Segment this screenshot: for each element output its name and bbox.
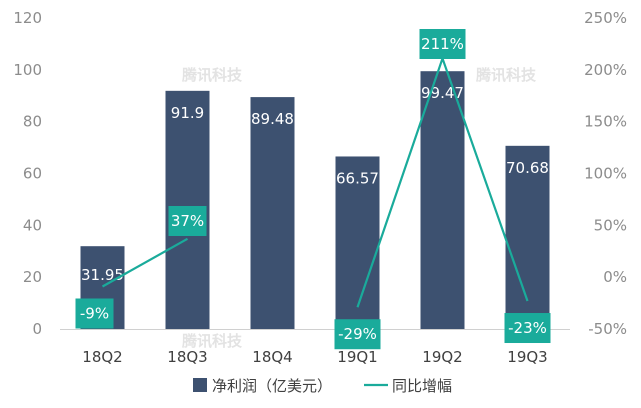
legend-line-label: 同比增幅: [392, 377, 452, 395]
x-tick-label: 18Q2: [82, 348, 122, 366]
bar-value-label: 31.95: [81, 266, 124, 284]
growth-value-label: -29%: [338, 325, 377, 343]
legend-bar-label: 净利润（亿美元）: [212, 377, 332, 395]
bar-value-label: 89.48: [251, 110, 294, 128]
y-left-tick-label: 100: [13, 61, 42, 79]
growth-label-box: [334, 319, 381, 350]
bar-value-label: 66.57: [336, 169, 379, 187]
x-tick-label: 19Q2: [422, 348, 462, 366]
y-left-tick-label: 120: [13, 9, 42, 27]
y-right-tick-label: 50%: [594, 216, 627, 234]
x-tick-label: 18Q3: [167, 348, 207, 366]
bar-value-label: 91.9: [171, 104, 204, 122]
y-right-tick-label: 100%: [584, 165, 627, 183]
growth-value-label: -9%: [80, 304, 109, 322]
x-tick-label: 18Q4: [252, 348, 292, 366]
growth-value-label: 211%: [421, 35, 464, 53]
bar-value-label: 70.68: [506, 159, 549, 177]
y-left-tick-label: 60: [23, 165, 42, 183]
growth-label-box: [168, 206, 207, 236]
growth-label-box: [419, 29, 466, 59]
growth-line: [101, 237, 189, 288]
y-right-tick-label: 200%: [584, 61, 627, 79]
y-left-tick-label: 20: [23, 268, 42, 286]
growth-value-label: 37%: [171, 212, 204, 230]
y-right-tick-label: 250%: [584, 9, 627, 27]
growth-label-box: [75, 298, 114, 329]
watermark-text: 腾讯科技: [181, 66, 243, 84]
watermark-text: 腾讯科技: [475, 66, 537, 84]
x-tick-label: 19Q3: [507, 348, 547, 366]
y-right-tick-label: -50%: [588, 320, 627, 338]
legend-bar-swatch: [193, 378, 207, 392]
growth-value-label: -23%: [508, 319, 547, 337]
bar-19q2: [420, 71, 465, 330]
y-left-tick-label: 0: [32, 320, 42, 338]
bar-18q4: [250, 97, 295, 330]
y-right-tick-label: 0%: [603, 268, 627, 286]
bar-19q1: [335, 156, 380, 329]
x-tick-label: 19Q1: [337, 348, 377, 366]
watermark-text: 腾讯科技: [181, 332, 243, 350]
growth-label-box: [504, 313, 551, 344]
y-right-tick-label: 150%: [584, 113, 627, 131]
y-left-tick-label: 40: [23, 216, 42, 234]
y-left-tick-label: 80: [23, 113, 42, 131]
